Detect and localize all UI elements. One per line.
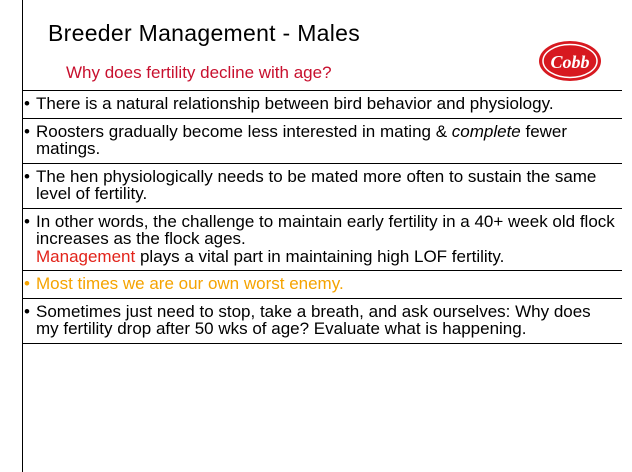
bullet-text: fewer matings.: [36, 121, 568, 158]
bullet-text: The hen physiologically needs to be mate…: [36, 166, 597, 203]
logo: Cobb: [539, 41, 601, 81]
logo-text: Cobb: [550, 52, 589, 72]
bullet: Sometimes just need to stop, take a brea…: [22, 299, 622, 344]
bullet-text: plays a vital part in maintaining high L…: [135, 246, 505, 266]
bullet: The hen physiologically needs to be mate…: [22, 164, 622, 209]
bullet: Roosters gradually become less intereste…: [22, 119, 622, 164]
bullet-highlight: Management: [36, 246, 136, 266]
bullet-text: In other words, the challenge to maintai…: [36, 211, 615, 248]
bullet-text: There is a natural relationship between …: [36, 94, 554, 113]
bullet-emphasis: complete: [451, 121, 521, 141]
bullet-text: Most times we are our own worst enemy.: [36, 274, 344, 293]
bullet: In other words, the challenge to maintai…: [22, 209, 622, 271]
bullet-list: There is a natural relationship between …: [22, 90, 622, 344]
slide-title: Breeder Management - Males: [48, 20, 361, 46]
bullet-text: Sometimes just need to stop, take a brea…: [36, 301, 591, 338]
logo-ring: [542, 43, 598, 79]
slide-subtitle: Why does fertility decline with age?: [66, 63, 332, 82]
bullet: Most times we are our own worst enemy.: [22, 271, 622, 299]
logo-oval: [539, 41, 601, 81]
bullet: There is a natural relationship between …: [22, 91, 622, 119]
bullet-text: Roosters gradually become less intereste…: [36, 121, 452, 141]
